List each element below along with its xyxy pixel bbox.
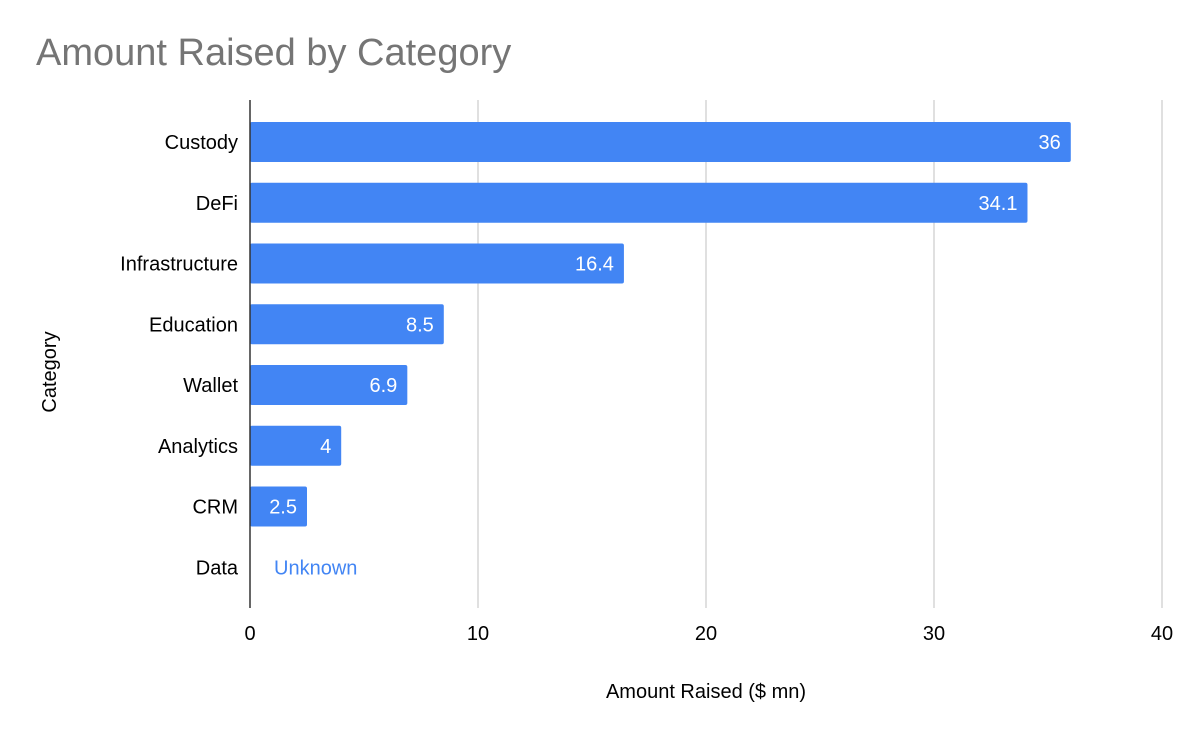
- category-labels: Custody DeFi Infrastructure Education Wallet…: [120, 132, 239, 579]
- bar: [250, 486, 307, 527]
- data-label: 36: [1039, 132, 1061, 154]
- x-axis-title: Amount Raised ($ mn): [606, 681, 806, 703]
- bar: [250, 243, 624, 284]
- data-label: 34.1: [979, 193, 1018, 215]
- bars: [250, 122, 1071, 527]
- data-label: 6.9: [370, 375, 398, 397]
- category-label: Data: [196, 557, 239, 579]
- x-tick-labels: 0 10 20 30 40: [244, 623, 1173, 645]
- category-label: Wallet: [183, 375, 238, 397]
- category-label: DeFi: [196, 193, 238, 215]
- data-label: 4: [320, 436, 331, 458]
- data-labels: 36 34.1 16.4 8.5 6.9 4 2.5 Unknown: [269, 132, 1061, 579]
- data-label: 2.5: [269, 497, 297, 519]
- x-tick-label: 40: [1151, 623, 1173, 645]
- x-tick-label: 30: [923, 623, 945, 645]
- category-label: Education: [149, 314, 238, 336]
- category-label: Infrastructure: [120, 254, 238, 276]
- category-label: CRM: [192, 497, 238, 519]
- bar: [250, 304, 444, 345]
- bar: [250, 182, 1028, 223]
- x-tick-label: 10: [467, 623, 489, 645]
- gridlines: [477, 100, 1163, 608]
- y-axis-title: Category: [39, 331, 61, 412]
- x-tick-label: 20: [695, 623, 717, 645]
- bar: [250, 365, 408, 405]
- data-label: 16.4: [575, 254, 614, 276]
- bar: [250, 425, 342, 466]
- missing-value-label: Unknown: [274, 557, 357, 579]
- data-label: 8.5: [406, 314, 434, 336]
- x-tick-label: 0: [244, 623, 255, 645]
- category-label: Custody: [165, 132, 238, 154]
- category-label: Analytics: [158, 436, 238, 458]
- bar: [250, 122, 1071, 162]
- chart-title: Amount Raised by Category: [36, 32, 512, 74]
